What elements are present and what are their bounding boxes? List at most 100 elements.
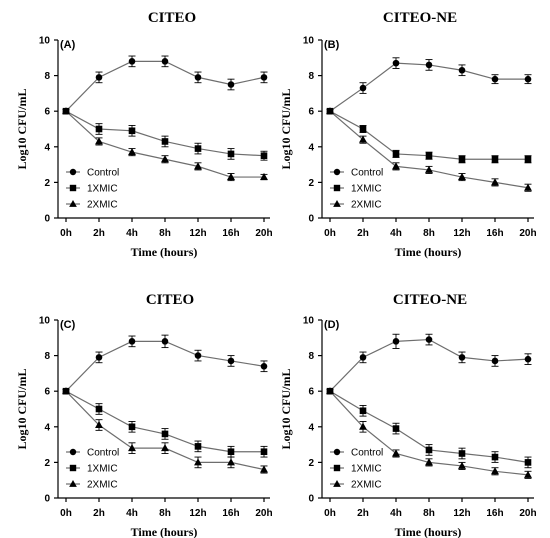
data-point-triangle bbox=[161, 155, 169, 163]
x-tick-label: 16h bbox=[486, 508, 503, 519]
y-tick-label: 0 bbox=[44, 214, 50, 225]
x-tick-label: 4h bbox=[126, 228, 138, 239]
x-tick-label: 16h bbox=[222, 508, 239, 519]
data-point-circle bbox=[194, 352, 202, 359]
y-tick-label: 0 bbox=[308, 214, 314, 225]
y-tick-label: 2 bbox=[44, 458, 50, 469]
data-point-square bbox=[491, 453, 499, 461]
y-axis-title: Log10 CFU/mL bbox=[279, 369, 293, 450]
x-tick-label: 0h bbox=[60, 228, 72, 239]
data-point-circle bbox=[524, 75, 532, 83]
y-tick-label: 10 bbox=[303, 36, 315, 47]
data-point-square bbox=[128, 423, 136, 431]
legend-label: Control bbox=[351, 168, 383, 179]
data-point-triangle bbox=[227, 458, 235, 466]
data-point-circle bbox=[458, 354, 466, 361]
legend-marker-triangle bbox=[333, 200, 341, 207]
data-point-circle bbox=[95, 74, 103, 81]
data-point-circle bbox=[128, 338, 136, 345]
panel-label: (A) bbox=[60, 39, 76, 51]
x-tick-label: 12h bbox=[453, 228, 470, 239]
data-point-square bbox=[260, 448, 268, 456]
data-point-square bbox=[458, 155, 466, 163]
data-point-square bbox=[128, 127, 136, 135]
data-point-square bbox=[95, 125, 103, 133]
panel-label: (B) bbox=[324, 39, 340, 51]
y-tick-label: 4 bbox=[308, 422, 314, 433]
series-1xmic bbox=[62, 107, 268, 161]
legend-marker-square bbox=[333, 184, 341, 192]
x-tick-label: 12h bbox=[189, 508, 206, 519]
chart-panel-a: CITEO (A) 0 2 4 6 8 10 0h 2h 4h 8h 12h 16h 20h Time (ho… bbox=[15, 10, 273, 259]
y-tick-label: 10 bbox=[303, 316, 315, 327]
data-point-square bbox=[458, 450, 466, 457]
series-line bbox=[329, 338, 529, 392]
data-point-circle bbox=[425, 336, 433, 343]
data-point-triangle bbox=[359, 422, 367, 430]
data-point-square bbox=[359, 407, 367, 415]
data-point-triangle bbox=[194, 458, 202, 466]
chart-panel-c: CITEO (C) 0 2 4 6 8 10 0h 2h 4h 8h 12h 16h 20h Time (ho… bbox=[15, 292, 273, 538]
y-tick-label: 4 bbox=[44, 422, 50, 433]
data-point-triangle bbox=[392, 449, 400, 457]
y-tick-label: 2 bbox=[44, 178, 50, 189]
y-tick-label: 6 bbox=[308, 107, 314, 118]
y-tick-label: 4 bbox=[308, 142, 314, 153]
y-tick-label: 10 bbox=[39, 316, 51, 327]
legend-marker-square bbox=[69, 184, 77, 192]
series-control bbox=[62, 334, 268, 395]
data-point-triangle bbox=[128, 148, 136, 156]
y-tick-label: 0 bbox=[44, 494, 50, 505]
data-point-triangle bbox=[194, 162, 202, 170]
legend: Control 1XMIC 2XMIC bbox=[66, 168, 119, 211]
data-point-circle bbox=[260, 74, 268, 81]
data-point-circle bbox=[128, 58, 136, 65]
data-point-triangle bbox=[95, 137, 103, 145]
legend-marker-circle bbox=[333, 448, 341, 456]
x-tick-label: 20h bbox=[519, 508, 536, 519]
x-axis-title: Time (hours) bbox=[131, 245, 198, 259]
data-point-circle bbox=[392, 59, 400, 67]
data-point-triangle bbox=[62, 387, 70, 395]
y-tick-label: 0 bbox=[308, 494, 314, 505]
data-point-triangle bbox=[95, 420, 103, 428]
data-point-square bbox=[425, 152, 433, 159]
x-tick-label: 0h bbox=[60, 508, 72, 519]
x-tick-label: 4h bbox=[390, 508, 402, 519]
legend-label: Control bbox=[87, 168, 119, 179]
legend-label: 2XMIC bbox=[351, 200, 382, 211]
data-point-triangle bbox=[425, 165, 433, 173]
data-point-triangle bbox=[491, 467, 499, 475]
data-point-square bbox=[392, 150, 400, 158]
x-tick-label: 16h bbox=[222, 228, 239, 239]
data-point-triangle bbox=[458, 461, 466, 469]
y-tick-label: 2 bbox=[308, 178, 314, 189]
data-point-square bbox=[260, 152, 268, 159]
x-tick-label: 0h bbox=[324, 508, 336, 519]
x-tick-label: 20h bbox=[255, 228, 272, 239]
data-point-circle bbox=[227, 81, 235, 88]
y-tick-label: 8 bbox=[308, 71, 314, 82]
data-point-square bbox=[359, 125, 367, 133]
y-tick-label: 4 bbox=[44, 142, 50, 153]
chart-panel-d: CITEO-NE (D) 0 2 4 6 8 10 0h 2h 4h 8h 12h 16h 20h Time … bbox=[279, 292, 537, 538]
legend-marker-circle bbox=[69, 168, 77, 176]
data-point-triangle bbox=[524, 470, 532, 478]
x-tick-label: 0h bbox=[324, 228, 336, 239]
legend-marker-triangle bbox=[333, 480, 341, 487]
data-point-square bbox=[161, 138, 169, 145]
data-point-circle bbox=[524, 355, 532, 363]
x-tick-label: 12h bbox=[189, 228, 206, 239]
data-point-circle bbox=[458, 66, 466, 74]
x-tick-label: 2h bbox=[93, 228, 105, 239]
data-point-triangle bbox=[326, 387, 334, 395]
y-axis-title: Log10 CFU/mL bbox=[15, 369, 29, 450]
x-axis-title: Time (hours) bbox=[131, 525, 198, 538]
data-point-triangle bbox=[425, 458, 433, 466]
legend-label: 1XMIC bbox=[351, 184, 382, 195]
legend-label: 1XMIC bbox=[87, 464, 118, 475]
data-point-circle bbox=[359, 84, 367, 92]
legend: Control 1XMIC 2XMIC bbox=[66, 448, 119, 491]
data-point-triangle bbox=[161, 444, 169, 452]
data-point-square bbox=[491, 155, 499, 163]
